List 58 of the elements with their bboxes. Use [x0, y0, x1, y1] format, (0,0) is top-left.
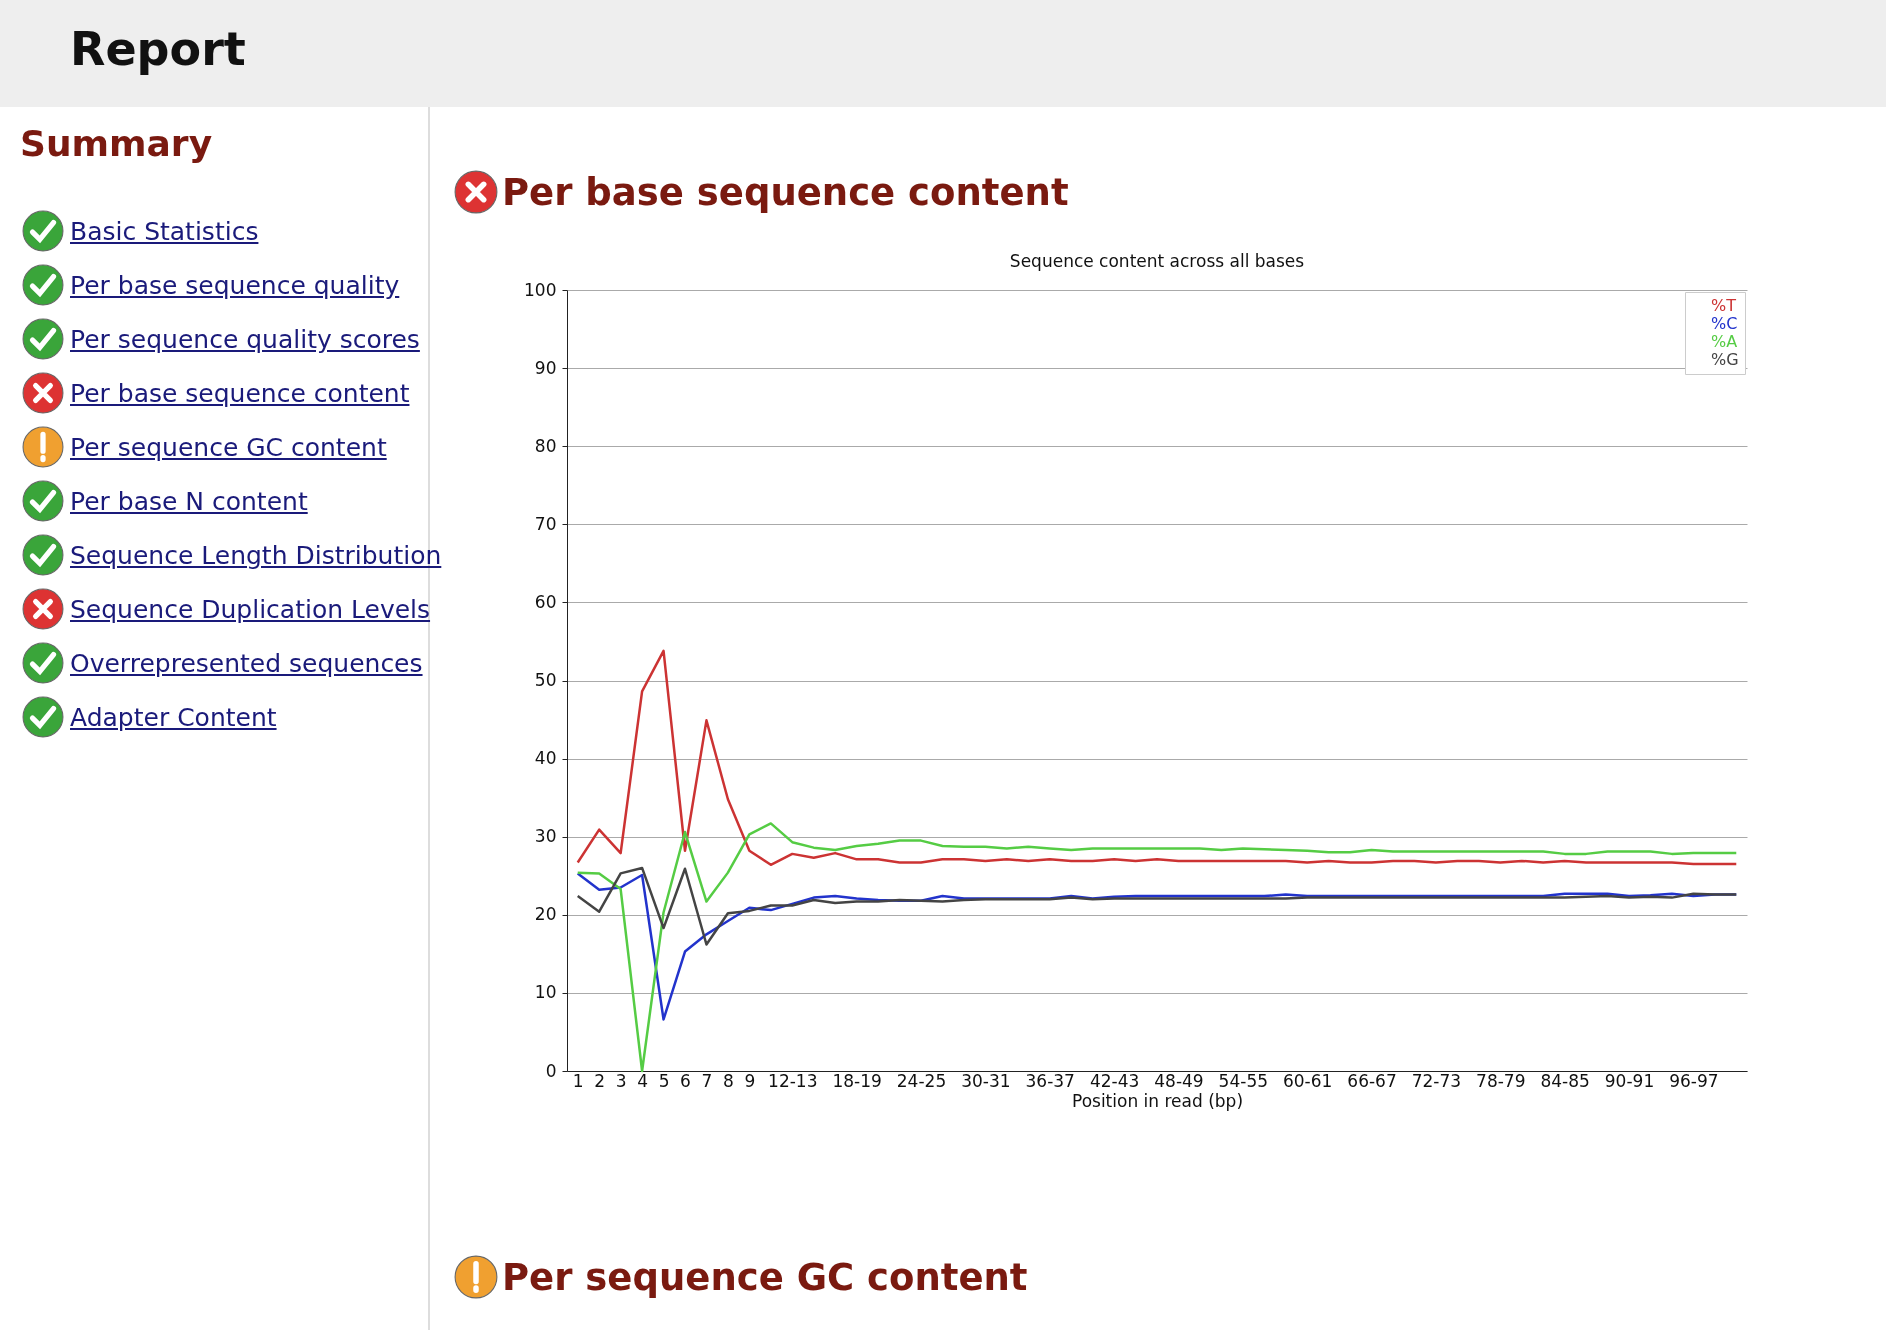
text: Per base N content — [70, 486, 308, 516]
y-tick-label: 80 — [534, 435, 557, 456]
text: Summary — [20, 123, 213, 164]
chart-subtitle: Sequence content across all bases — [1009, 251, 1305, 271]
x-tick-label: 9 — [744, 1070, 756, 1091]
text: Per base sequence content — [70, 378, 410, 408]
text: Overrepresented sequences — [70, 648, 423, 678]
y-tick-label: 50 — [534, 670, 557, 690]
text: Sequence Duplication Levels — [70, 594, 431, 624]
x-tick-label: 8 — [722, 1070, 734, 1091]
x-tick-label: 72-73 — [1411, 1070, 1462, 1091]
text: Basic Statistics — [70, 216, 259, 246]
x-tick-label: 6 — [680, 1070, 691, 1091]
x-tick-label: 60-61 — [1282, 1070, 1333, 1091]
x-tick-label: 5 — [658, 1070, 670, 1091]
y-tick-label: 70 — [534, 513, 557, 534]
line-series — [576, 822, 1738, 1073]
line-series — [576, 649, 1738, 867]
y-tick-label: 60 — [534, 591, 557, 612]
text: %A — [1711, 332, 1738, 351]
x-tick-label: 36-37 — [1025, 1070, 1075, 1091]
x-tick-label: 18-19 — [832, 1070, 882, 1091]
text: Sequence Length Distribution — [70, 540, 442, 570]
x-tick-label: 96-97 — [1669, 1070, 1719, 1091]
x-tick-label: 2 — [594, 1070, 606, 1091]
text: Per base sequence quality — [70, 270, 400, 300]
x-tick-label: 24-25 — [896, 1070, 947, 1091]
y-tick-label: 100 — [524, 279, 557, 300]
x-tick-label: 12-13 — [768, 1070, 818, 1091]
line-series — [576, 866, 1738, 946]
x-axis-title: Position in read (bp) — [1071, 1090, 1244, 1111]
x-tick-label: 66-67 — [1347, 1070, 1397, 1091]
x-tick-label: 48-49 — [1154, 1070, 1204, 1091]
y-tick-label: 40 — [534, 748, 557, 769]
y-tick-label: 10 — [534, 982, 557, 1003]
text: Report — [70, 22, 246, 76]
chart-title: Per base sequence content — [502, 170, 1069, 214]
x-tick-label: 42-43 — [1089, 1070, 1140, 1091]
y-tick-label: 0 — [545, 1060, 557, 1081]
x-tick-label: 1 — [572, 1070, 584, 1091]
x-tick-label: 7 — [701, 1070, 713, 1091]
text: %C — [1711, 314, 1738, 333]
text: Per sequence quality scores — [70, 324, 420, 354]
text: Per sequence GC content — [70, 432, 387, 462]
y-tick-label: 30 — [534, 826, 557, 847]
text: %T — [1711, 296, 1737, 315]
x-tick-label: 90-91 — [1604, 1070, 1655, 1091]
x-tick-label: 84-85 — [1540, 1070, 1590, 1091]
x-tick-label: 30-31 — [961, 1070, 1011, 1091]
x-tick-label: 78-79 — [1476, 1070, 1526, 1091]
y-tick-label: 20 — [534, 904, 557, 925]
text: Adapter Content — [70, 702, 277, 732]
x-tick-label: 3 — [615, 1070, 627, 1091]
x-tick-label: 4 — [637, 1070, 649, 1091]
y-tick-label: 90 — [534, 357, 557, 378]
text: Per sequence GC content — [502, 1255, 1028, 1299]
text: %G — [1711, 350, 1739, 369]
x-tick-label: 54-55 — [1218, 1070, 1269, 1091]
